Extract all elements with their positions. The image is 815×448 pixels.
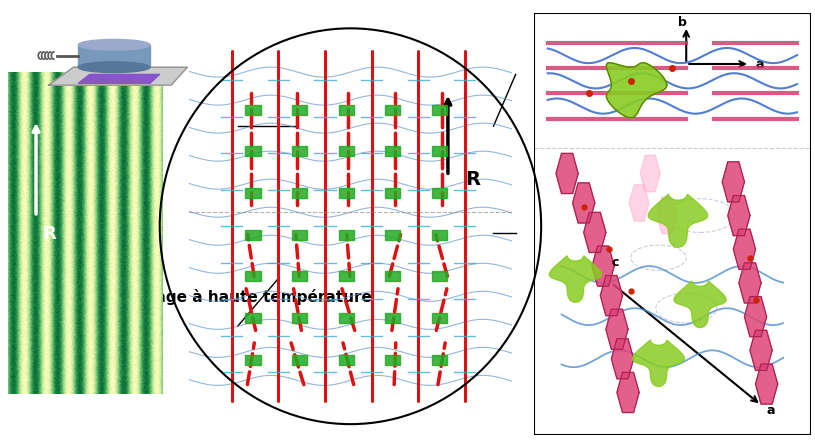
Polygon shape [573, 183, 595, 223]
Bar [338, 313, 354, 323]
Polygon shape [549, 256, 601, 302]
Bar [245, 229, 261, 240]
Bar [338, 104, 354, 115]
Bar [292, 146, 307, 156]
Bar [245, 188, 261, 198]
Text: c: c [611, 256, 619, 269]
Bar [385, 313, 400, 323]
Polygon shape [592, 246, 615, 286]
Bar [432, 146, 447, 156]
Bar [292, 188, 307, 198]
Bar [338, 229, 354, 240]
Text: R: R [42, 225, 56, 243]
Bar [338, 354, 354, 365]
Polygon shape [601, 276, 623, 316]
Bar [245, 271, 261, 281]
Bar [338, 271, 354, 281]
Polygon shape [611, 339, 633, 379]
Bar [385, 104, 400, 115]
Bar [432, 188, 447, 198]
Bar [292, 229, 307, 240]
Bar [245, 354, 261, 365]
Bar [292, 354, 307, 365]
Bar [385, 271, 400, 281]
Bar [292, 271, 307, 281]
Polygon shape [629, 185, 649, 221]
Polygon shape [722, 162, 744, 202]
Bar [292, 104, 307, 115]
Bar [338, 188, 354, 198]
Bar [385, 229, 400, 240]
Bar [338, 146, 354, 156]
Polygon shape [78, 74, 160, 83]
Bar [245, 313, 261, 323]
Polygon shape [648, 194, 708, 247]
Text: a: a [767, 404, 775, 417]
Text: R: R [465, 170, 480, 189]
Polygon shape [606, 309, 628, 349]
Ellipse shape [78, 39, 150, 50]
Bar [432, 354, 447, 365]
Polygon shape [657, 197, 676, 234]
Polygon shape [49, 67, 187, 85]
Polygon shape [584, 212, 606, 253]
Bar [385, 146, 400, 156]
Polygon shape [78, 45, 150, 67]
Polygon shape [728, 195, 750, 236]
Bar [385, 188, 400, 198]
Polygon shape [750, 330, 772, 370]
Bar [432, 271, 447, 281]
Polygon shape [632, 340, 685, 387]
Bar [432, 104, 447, 115]
Polygon shape [744, 297, 767, 337]
Text: a: a [756, 58, 764, 71]
Polygon shape [734, 229, 756, 269]
Bar [245, 104, 261, 115]
Bar [385, 354, 400, 365]
Text: Brossage à haute température: Brossage à haute température [108, 289, 372, 305]
Bar [245, 146, 261, 156]
Ellipse shape [78, 62, 150, 73]
Polygon shape [617, 372, 639, 413]
Text: b: b [678, 16, 687, 29]
Polygon shape [739, 263, 761, 303]
Polygon shape [641, 155, 660, 192]
Polygon shape [756, 364, 778, 404]
Bar [292, 313, 307, 323]
Bar [432, 313, 447, 323]
Polygon shape [606, 63, 667, 118]
Polygon shape [556, 153, 578, 194]
Polygon shape [674, 281, 726, 327]
Bar [432, 229, 447, 240]
